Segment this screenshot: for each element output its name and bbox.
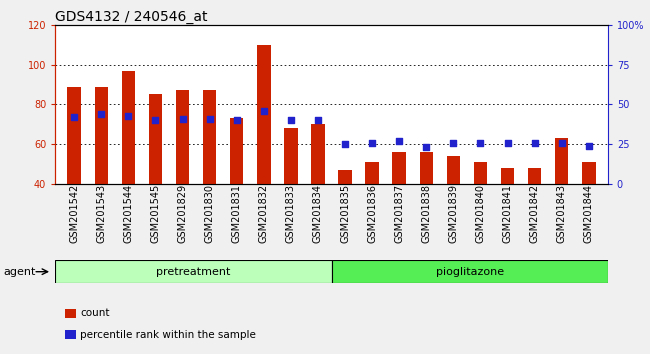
Point <box>124 113 134 118</box>
Text: GSM201843: GSM201843 <box>556 184 567 243</box>
Text: GSM201835: GSM201835 <box>340 184 350 243</box>
Bar <box>500 168 514 184</box>
Bar <box>365 162 379 184</box>
Point <box>340 141 350 147</box>
Text: GSM201834: GSM201834 <box>313 184 323 243</box>
Point <box>259 108 269 114</box>
Bar <box>528 168 541 184</box>
Text: GDS4132 / 240546_at: GDS4132 / 240546_at <box>55 10 208 24</box>
Bar <box>555 138 569 184</box>
Bar <box>230 118 244 184</box>
Text: GSM201838: GSM201838 <box>421 184 432 243</box>
Text: GSM201545: GSM201545 <box>150 184 161 243</box>
Text: GSM201836: GSM201836 <box>367 184 377 243</box>
Point <box>394 138 404 144</box>
Text: GSM201841: GSM201841 <box>502 184 513 243</box>
Text: GSM201837: GSM201837 <box>394 184 404 243</box>
Text: GSM201831: GSM201831 <box>231 184 242 243</box>
Text: GSM201839: GSM201839 <box>448 184 458 243</box>
Bar <box>55 260 332 283</box>
Point <box>556 140 567 145</box>
Text: GSM201833: GSM201833 <box>286 184 296 243</box>
Point <box>313 118 323 123</box>
Text: pioglitazone: pioglitazone <box>436 267 504 277</box>
Text: GSM201842: GSM201842 <box>530 184 540 243</box>
Text: GSM201544: GSM201544 <box>124 184 133 243</box>
Point <box>205 116 215 122</box>
Bar <box>447 156 460 184</box>
Point <box>448 140 459 145</box>
Text: count: count <box>80 308 109 318</box>
Point <box>150 118 161 123</box>
Text: GSM201542: GSM201542 <box>69 184 79 243</box>
Point <box>502 140 513 145</box>
Point <box>96 111 107 117</box>
Bar <box>338 170 352 184</box>
Text: percentile rank within the sample: percentile rank within the sample <box>80 330 256 339</box>
Bar <box>94 86 108 184</box>
Bar <box>149 95 162 184</box>
Point <box>421 144 432 150</box>
Point <box>286 118 296 123</box>
Text: GSM201844: GSM201844 <box>584 184 594 243</box>
Bar <box>419 152 433 184</box>
Point <box>475 140 486 145</box>
Point <box>177 116 188 122</box>
Bar <box>68 86 81 184</box>
Point <box>231 118 242 123</box>
Text: GSM201840: GSM201840 <box>475 184 486 243</box>
Text: GSM201829: GSM201829 <box>177 184 188 243</box>
Bar <box>332 260 608 283</box>
Bar <box>122 70 135 184</box>
Point <box>367 140 377 145</box>
Text: agent: agent <box>3 267 36 277</box>
Text: GSM201543: GSM201543 <box>96 184 107 243</box>
Point <box>529 140 539 145</box>
Text: pretreatment: pretreatment <box>156 267 231 277</box>
Point <box>584 143 594 149</box>
Text: GSM201832: GSM201832 <box>259 184 269 243</box>
Bar <box>582 162 595 184</box>
Bar <box>311 124 325 184</box>
Bar <box>176 91 189 184</box>
Bar <box>203 91 216 184</box>
Bar <box>257 45 270 184</box>
Bar <box>393 152 406 184</box>
Bar <box>474 162 488 184</box>
Bar <box>284 128 298 184</box>
Text: GSM201830: GSM201830 <box>205 184 214 243</box>
Point <box>69 114 79 120</box>
